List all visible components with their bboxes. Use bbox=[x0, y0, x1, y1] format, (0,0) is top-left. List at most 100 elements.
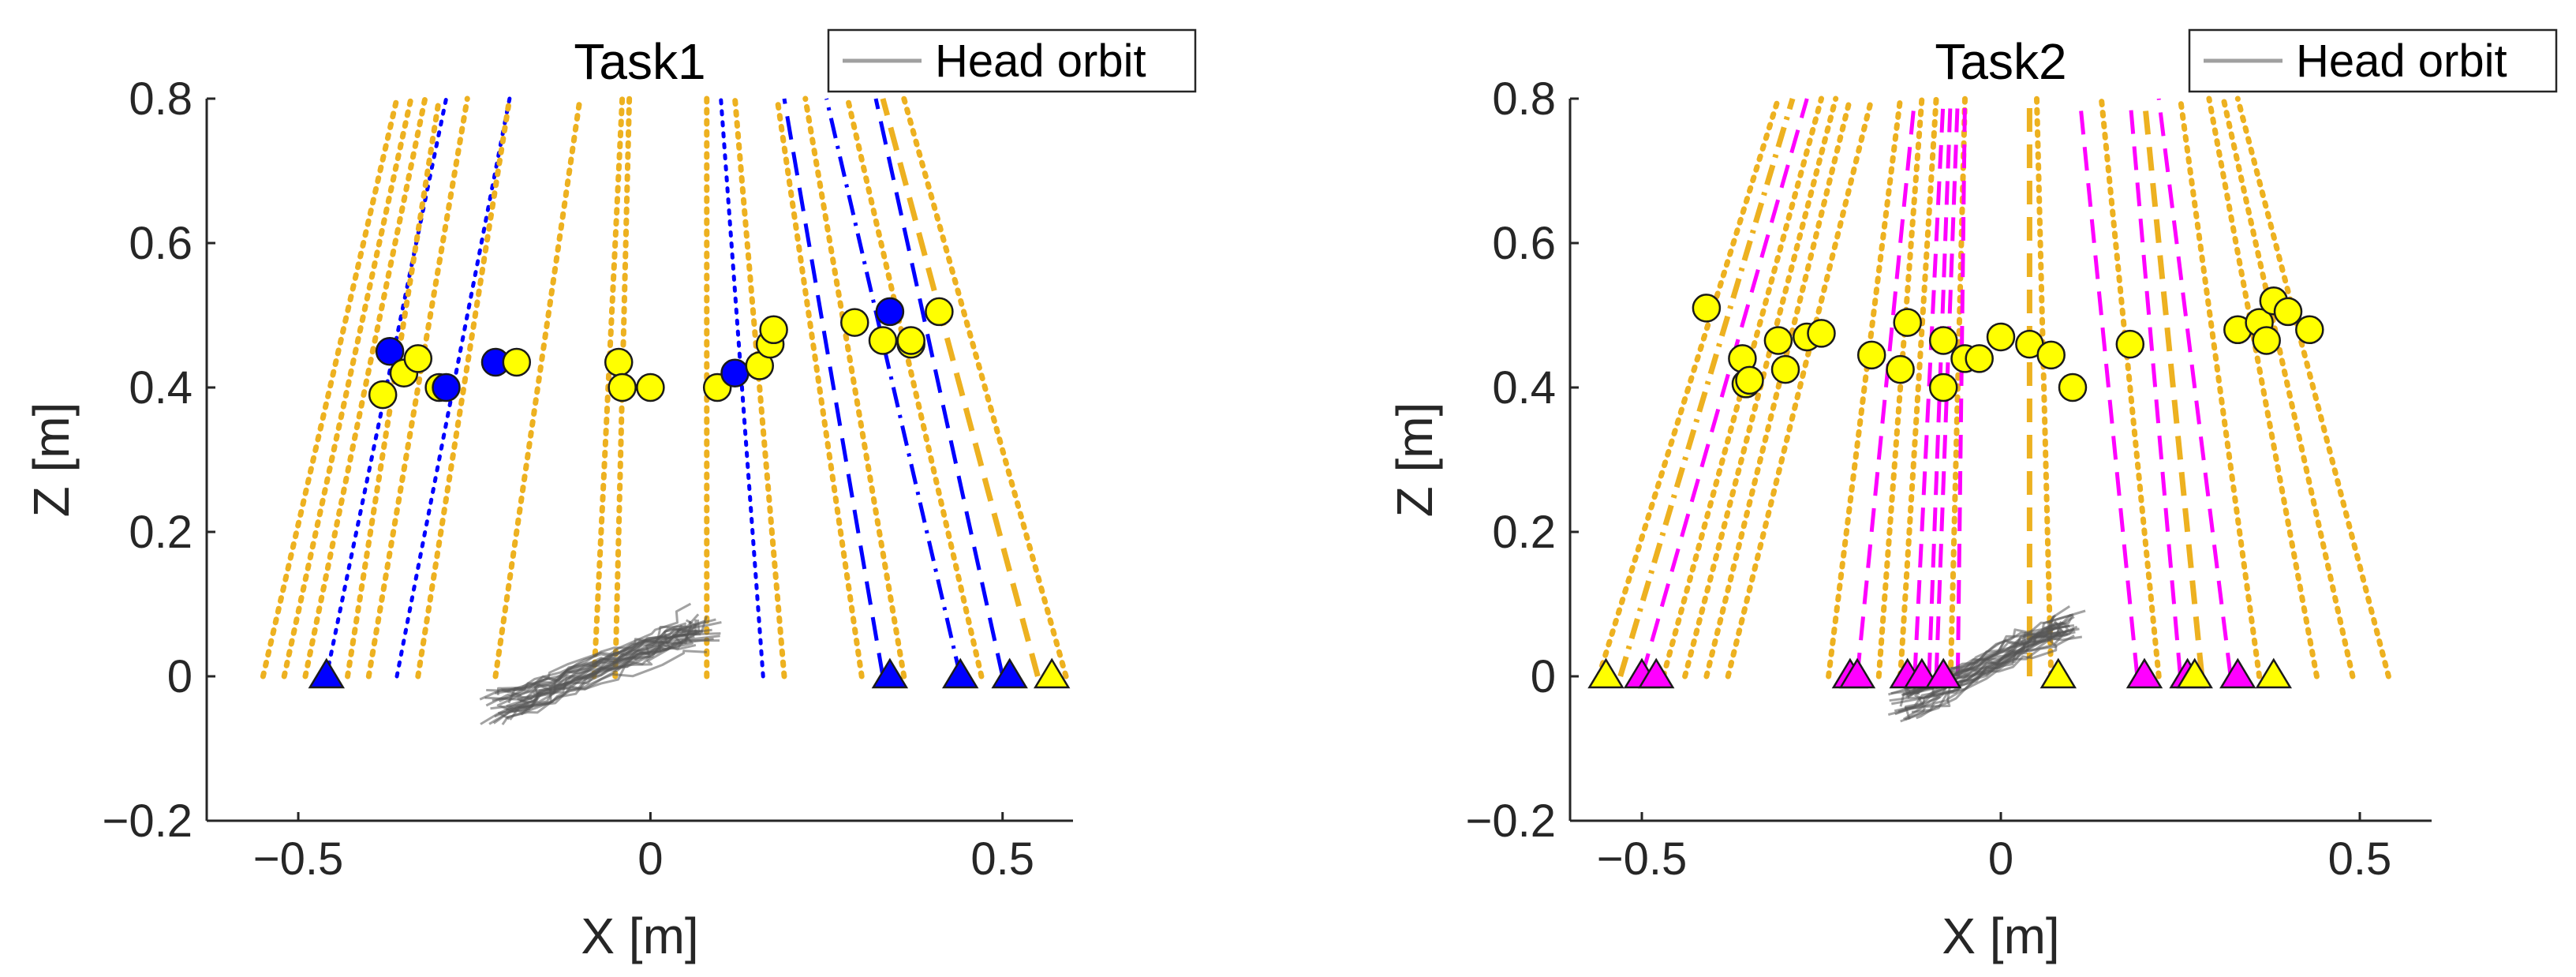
task1-trajectory-7 bbox=[415, 95, 513, 679]
task2-legend: Head orbit bbox=[2188, 28, 2558, 93]
task1-point-10 bbox=[636, 372, 665, 402]
task2-marker-7 bbox=[1924, 657, 1962, 689]
task1-title: Task1 bbox=[574, 33, 705, 90]
task2-legend-label: Head orbit bbox=[2296, 36, 2507, 87]
task1-x-tick-label: 0 bbox=[637, 833, 663, 885]
task2-trajectory-26 bbox=[2234, 95, 2391, 679]
task1-point-17 bbox=[868, 326, 898, 355]
task2-trajectory-8 bbox=[1855, 98, 1917, 677]
task1-trajectory-5 bbox=[365, 95, 470, 679]
task1-y-tick-label: 0.8 bbox=[129, 73, 193, 125]
task1-y-axis-label: Z [m] bbox=[23, 402, 80, 518]
task1-point-7 bbox=[502, 347, 532, 377]
task1-y-tick-label: 0.4 bbox=[129, 362, 193, 414]
task2-chart: −0.2 0 0.2 0.4 0.6 0.8 −0.5 0 0.5 Task2 X [m] Z … bbox=[1386, 28, 2558, 964]
task1-point-21 bbox=[925, 297, 954, 327]
task1-trajectory-6 bbox=[394, 96, 512, 679]
task1-point-2 bbox=[403, 344, 433, 373]
task2-y-tick-label: −0.2 bbox=[1466, 795, 1557, 847]
task1-trajectory-14 bbox=[774, 95, 865, 679]
task2-point-0 bbox=[1692, 294, 1722, 323]
task1-y-tick-label: 0.2 bbox=[129, 507, 193, 558]
task1-head-orbit-path bbox=[507, 620, 701, 704]
task1-trajectory-19 bbox=[873, 98, 1005, 677]
task2-trajectory-11 bbox=[1912, 98, 1946, 677]
task1-x-tick-label: 0.5 bbox=[970, 833, 1034, 885]
task2-point-19 bbox=[2115, 329, 2145, 359]
task1-point-20 bbox=[896, 326, 925, 355]
task1-point-9 bbox=[608, 372, 637, 402]
task2-marker-4 bbox=[1838, 657, 1876, 689]
task1-trajectory-17 bbox=[824, 98, 963, 677]
task1-marker-2 bbox=[941, 657, 979, 689]
task1-trajectory-8 bbox=[492, 95, 583, 679]
task2-point-4 bbox=[1763, 326, 1793, 355]
task1-head-orbit-path bbox=[492, 634, 720, 724]
task1-trajectory-2 bbox=[302, 95, 428, 679]
task1-trajectory-15 bbox=[782, 98, 885, 677]
task2-marker-0 bbox=[1587, 657, 1624, 689]
task1-trajectory-13 bbox=[732, 95, 787, 679]
task1-y-tick-label: 0 bbox=[167, 651, 193, 702]
task1-marker-3 bbox=[991, 657, 1028, 689]
task2-marker-2 bbox=[1637, 657, 1675, 689]
task1-point-12 bbox=[720, 358, 750, 387]
task2-x-tick-label: 0.5 bbox=[2328, 833, 2392, 885]
task2-y-tick-label: 0.8 bbox=[1492, 73, 1556, 125]
task1-trajectory-0 bbox=[260, 95, 400, 679]
task2-trajectory-21 bbox=[2141, 98, 2205, 677]
task1-point-3 bbox=[368, 380, 398, 410]
task2-point-7 bbox=[1807, 319, 1836, 348]
task2-trajectory-10 bbox=[1897, 95, 1939, 679]
task1-trajectory-21 bbox=[901, 95, 1069, 679]
task2-y-axis-label: Z [m] bbox=[1386, 402, 1443, 518]
task1-x-axis-label: X [m] bbox=[581, 908, 698, 964]
task2-trajectory-19 bbox=[2098, 95, 2162, 679]
task2-point-15 bbox=[1986, 322, 2016, 352]
task2-trajectory-25 bbox=[2220, 95, 2356, 679]
task2-point-18 bbox=[2058, 372, 2088, 402]
task2-trajectory-9 bbox=[1875, 95, 1925, 679]
task2-point-22 bbox=[2252, 326, 2281, 355]
task1-y-tick-label: 0.6 bbox=[129, 218, 193, 269]
task2-point-14 bbox=[1965, 344, 1994, 373]
task2-x-axis-label: X [m] bbox=[1942, 908, 2059, 964]
task1-point-18 bbox=[875, 297, 905, 327]
task2-x-tick-label: 0 bbox=[1988, 833, 2013, 885]
task2-trajectory-17 bbox=[2034, 95, 2054, 679]
task1-marker-4 bbox=[1033, 657, 1071, 689]
task1-trajectory-12 bbox=[719, 96, 765, 679]
task2-point-3 bbox=[1735, 365, 1764, 395]
task1-trajectory-1 bbox=[281, 95, 414, 679]
task2-trajectory-22 bbox=[2156, 98, 2233, 677]
task2-y-tick-label: 0.6 bbox=[1492, 218, 1556, 269]
task1-trajectory-16 bbox=[802, 95, 907, 679]
task2-point-5 bbox=[1770, 354, 1800, 384]
task2-x-tick-label: −0.5 bbox=[1597, 833, 1688, 885]
task2-trajectory-1 bbox=[1617, 97, 1796, 678]
task1-point-0 bbox=[375, 337, 405, 366]
task2-marker-11 bbox=[2176, 657, 2213, 689]
task2-point-9 bbox=[1886, 354, 1915, 384]
task2-trajectory-12 bbox=[1927, 98, 1953, 677]
task2-trajectory-6 bbox=[1725, 95, 1875, 679]
task2-point-25 bbox=[2295, 315, 2324, 345]
task2-point-12 bbox=[1928, 372, 1958, 402]
task2-title: Task2 bbox=[1935, 33, 2066, 90]
task2-trajectory-20 bbox=[2128, 98, 2182, 677]
task2-trajectory-18 bbox=[2077, 98, 2140, 677]
task2-trajectory-5 bbox=[1703, 95, 1853, 679]
task2-head-orbit-path bbox=[1894, 622, 2058, 716]
task1-x-tick-label: −0.5 bbox=[253, 833, 344, 885]
task1-legend-label: Head orbit bbox=[935, 36, 1146, 87]
task2-trajectory-24 bbox=[2206, 95, 2320, 679]
task2-marker-12 bbox=[2219, 657, 2256, 689]
task2-point-11 bbox=[1928, 326, 1958, 355]
task2-head-orbit-path bbox=[1911, 631, 2076, 713]
task2-y-tick-label: 0.2 bbox=[1492, 507, 1556, 558]
task2-trajectory-7 bbox=[1826, 95, 1904, 679]
task1-point-16 bbox=[840, 308, 869, 337]
task1-marker-1 bbox=[871, 657, 909, 689]
task2-marker-8 bbox=[2039, 657, 2077, 689]
